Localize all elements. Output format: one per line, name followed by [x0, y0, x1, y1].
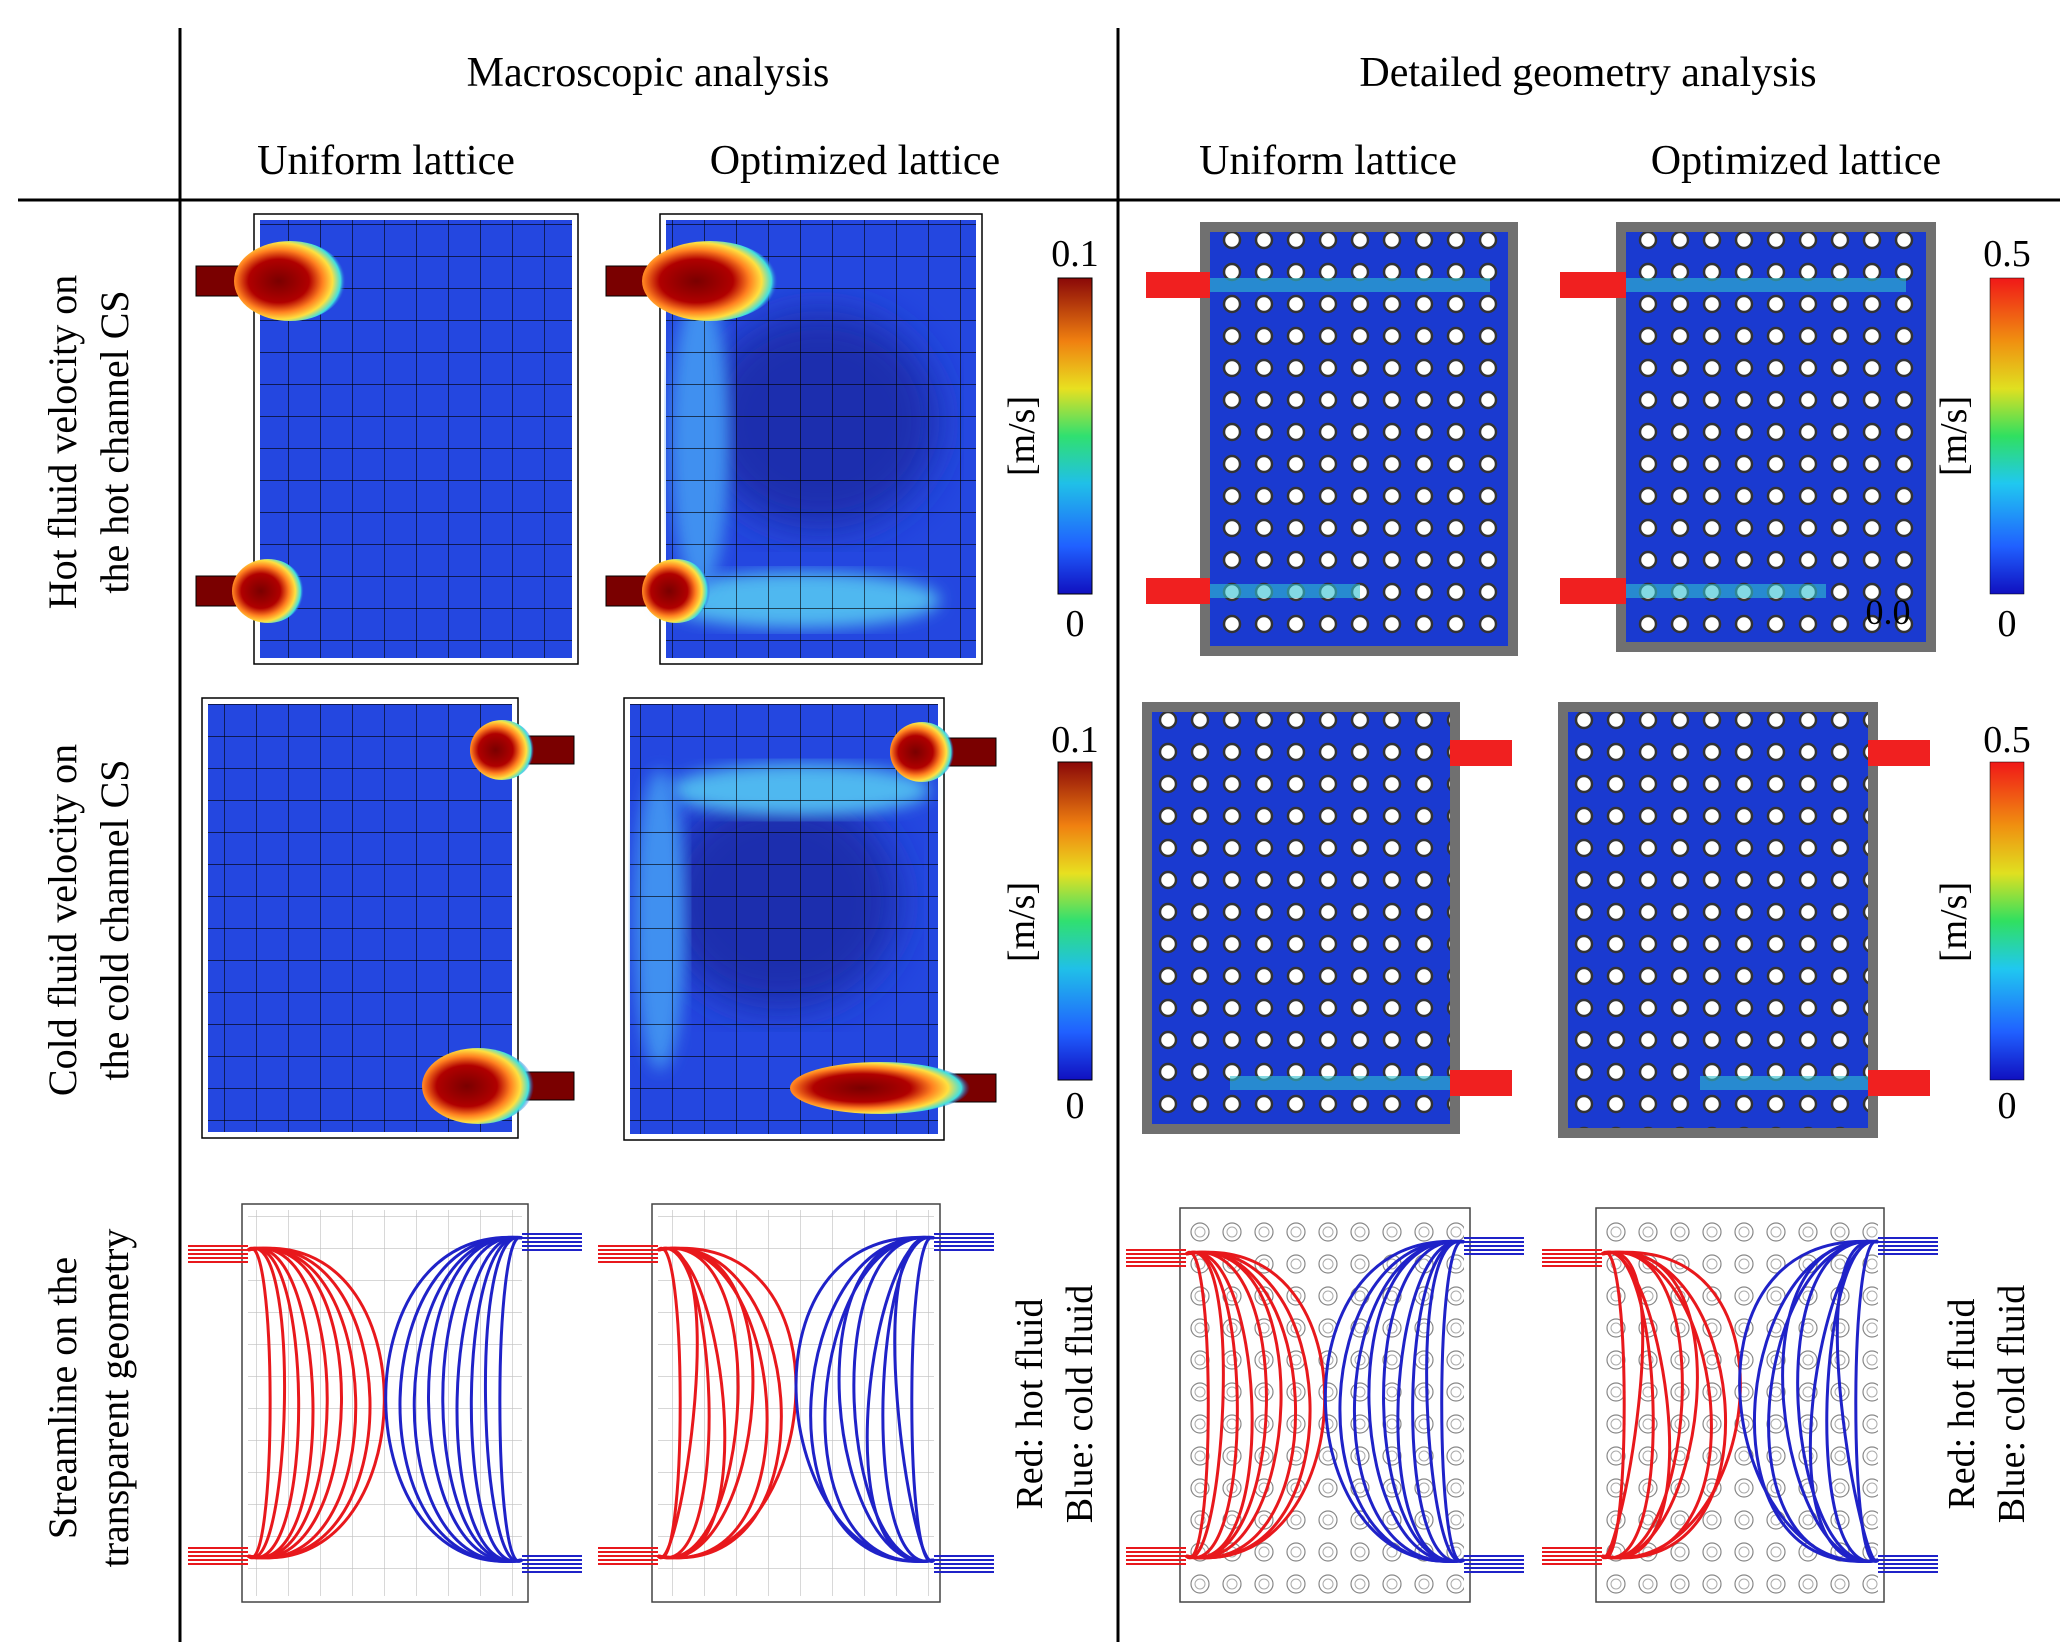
cbar-detail-cold-max: 0.5 — [1983, 719, 2031, 761]
detail-hot-overlap-label: 0.0 — [1866, 592, 1911, 632]
macro-optimized-cold-panel — [623, 697, 997, 1141]
cbar-macro-cold-min: 0 — [1066, 1085, 1085, 1127]
detail-uniform-cold-panel — [1142, 702, 1512, 1134]
row-stream-line2: transparent geometry — [92, 1229, 137, 1568]
detail-optimized-streamline-panel — [1542, 1207, 1938, 1603]
cbar-detail-hot-unit: [m/s] — [1933, 396, 1975, 476]
colorbar-macro-cold: 0.1 0 [m/s] — [1001, 719, 1099, 1127]
col-optimized-detail: Optimized lattice — [1651, 138, 1941, 184]
cbar-detail-cold-min: 0 — [1998, 1085, 2017, 1127]
row-stream-line1: Streamline on the — [40, 1257, 85, 1539]
legend-macro: Red: hot fluid Blue: cold fluid — [1009, 1285, 1101, 1524]
detail-optimized-cold-panel — [1558, 702, 1930, 1138]
macro-uniform-streamline-panel — [188, 1203, 582, 1603]
cbar-detail-hot-min: 0 — [1998, 603, 2017, 645]
legend-blue-detail: Blue: cold fluid — [1991, 1285, 2033, 1524]
row-cold-line2: the cold channel CS — [92, 759, 137, 1080]
colorbar-macro-hot: 0.1 0 [m/s] — [1001, 233, 1099, 645]
cbar-macro-hot-max: 0.1 — [1051, 233, 1099, 275]
col-uniform-macro: Uniform lattice — [257, 138, 515, 184]
detail-title: Detailed geometry analysis — [1359, 50, 1816, 96]
macro-title: Macroscopic analysis — [467, 50, 830, 96]
detail-uniform-hot-panel — [1146, 222, 1518, 656]
legend-red-macro: Red: hot fluid — [1009, 1298, 1051, 1509]
legend-blue-macro: Blue: cold fluid — [1059, 1285, 1101, 1524]
cbar-macro-hot-min: 0 — [1066, 603, 1085, 645]
cbar-macro-cold-max: 0.1 — [1051, 719, 1099, 761]
colorbar-detail-hot: 0.5 0 [m/s] — [1933, 233, 2031, 645]
cbar-detail-cold-unit: [m/s] — [1933, 882, 1975, 962]
col-uniform-detail: Uniform lattice — [1199, 138, 1457, 184]
legend-red-detail: Red: hot fluid — [1941, 1298, 1983, 1509]
cbar-detail-hot-max: 0.5 — [1983, 233, 2031, 275]
col-optimized-macro: Optimized lattice — [710, 138, 1000, 184]
detail-uniform-streamline-panel — [1126, 1207, 1524, 1603]
detail-optimized-hot-panel: 0.0 — [1560, 222, 1936, 652]
row-cold-line1: Cold fluid velocity on — [40, 744, 85, 1096]
macro-optimized-hot-panel — [605, 213, 983, 665]
legend-detail: Red: hot fluid Blue: cold fluid — [1941, 1285, 2033, 1524]
row-hot-line2: the hot channel CS — [92, 290, 137, 593]
colorbar-detail-cold: 0.5 0 [m/s] — [1933, 719, 2031, 1127]
macro-uniform-hot-panel — [195, 213, 579, 665]
macro-uniform-cold-panel — [201, 697, 575, 1139]
macro-optimized-streamline-panel — [598, 1203, 994, 1603]
cbar-macro-cold-unit: [m/s] — [1001, 882, 1043, 962]
cbar-macro-hot-unit: [m/s] — [1001, 396, 1043, 476]
row-hot-line1: Hot fluid velocity on — [40, 275, 85, 609]
